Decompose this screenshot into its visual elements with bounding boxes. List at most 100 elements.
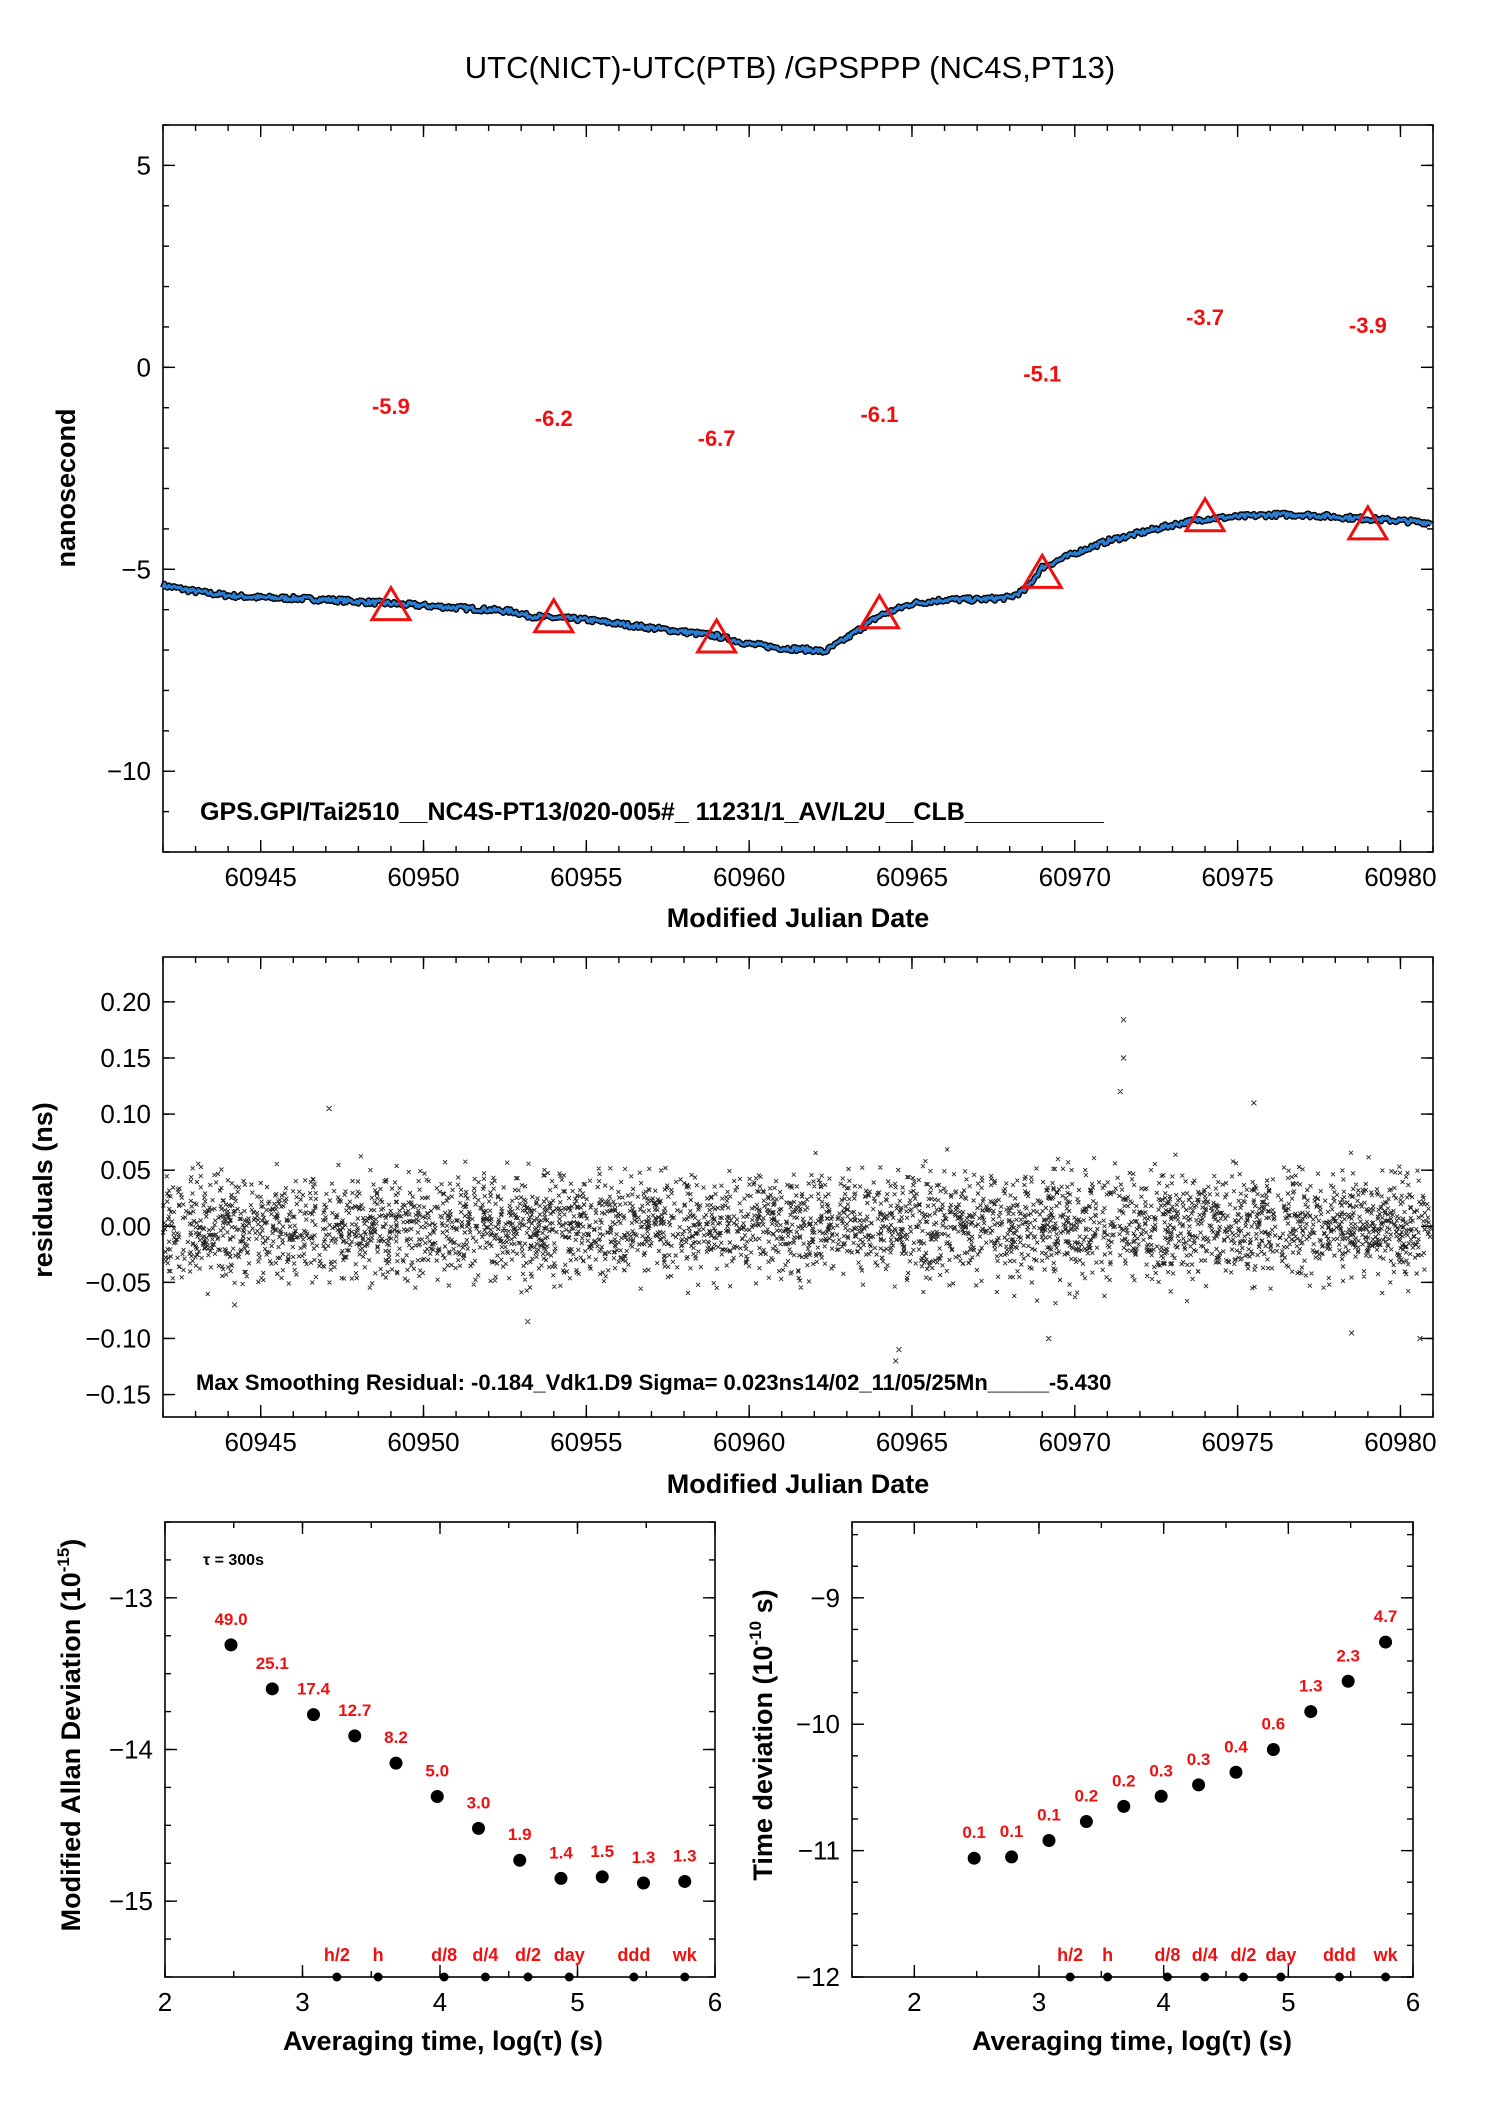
- mdev-point-label: 1.9: [508, 1825, 532, 1844]
- tdev-ytick-label: −11: [798, 1836, 840, 1866]
- mdev-ref-mark: [439, 1972, 449, 1982]
- tdev-point-label: 0.6: [1262, 1715, 1286, 1734]
- tdev-ref-mark: [1065, 1972, 1075, 1982]
- time-series-xtick-label: 60965: [876, 862, 948, 892]
- tdev-xtick-label: 4: [1156, 1987, 1170, 2017]
- figure-title: UTC(NICT)-UTC(PTB) /GPSPPP (NC4S,PT13): [465, 50, 1115, 85]
- mdev-point-label: 1.3: [632, 1848, 656, 1867]
- tdev-ref-label: d/8: [1154, 1945, 1180, 1965]
- mdev-xtick-label: 5: [570, 1987, 584, 2017]
- mdev-ref-mark: [332, 1972, 342, 1982]
- time-series-marker: [1346, 503, 1390, 541]
- mdev-ref-mark: [564, 1972, 574, 1982]
- time-series-marker-label: -6.7: [698, 426, 736, 451]
- tdev-ytick-label: −9: [810, 1583, 840, 1613]
- residuals-ytick-label: −0.10: [85, 1323, 151, 1353]
- residuals-xlabel: Modified Julian Date: [667, 1469, 930, 1499]
- tdev-ref-mark: [1276, 1972, 1286, 1982]
- mdev-ref-mark: [373, 1972, 383, 1982]
- residuals-ytick-label: −0.15: [85, 1380, 151, 1410]
- time-series-marker-label: -5.1: [1023, 361, 1061, 386]
- mdev-point-label: 5.0: [425, 1762, 449, 1781]
- mdev-point: [554, 1871, 568, 1885]
- tdev-point-label: 0.1: [1000, 1822, 1024, 1841]
- mdev-point: [307, 1708, 320, 1722]
- mdev-point-label: 1.3: [673, 1846, 697, 1865]
- residuals-annotation: Max Smoothing Residual: -0.184_Vdk1.D9 S…: [196, 1370, 1111, 1395]
- tdev-ref-label: d/2: [1230, 1945, 1256, 1965]
- tdev-point: [1379, 1635, 1393, 1649]
- mdev-ref-mark: [480, 1972, 490, 1982]
- mdev-ref-mark: [523, 1972, 533, 1982]
- tdev-ref-label: day: [1265, 1945, 1296, 1965]
- tdev-point: [1341, 1674, 1355, 1688]
- tdev-point: [1154, 1789, 1168, 1803]
- mdev-ytick-label: −14: [109, 1735, 153, 1765]
- tdev-xlabel: Averaging time, log(τ) (s): [972, 2026, 1292, 2056]
- mdev-xtick-label: 6: [708, 1987, 722, 2017]
- mdev-ylabel-close: ): [56, 1539, 86, 1548]
- tdev-ref-label: d/4: [1192, 1945, 1218, 1965]
- residuals-xtick-label: 60975: [1201, 1427, 1273, 1457]
- tdev-ylabel-exponent: -10: [746, 1621, 765, 1646]
- tdev-ylabel-text: Time deviation (10: [748, 1646, 778, 1881]
- mdev-ylabel: Modified Allan Deviation (10-15): [54, 1539, 86, 1932]
- time-series-xtick-label: 60960: [713, 862, 785, 892]
- time-series-panel: nanosecond Modified Julian Date GPS.GPI/…: [51, 124, 1437, 933]
- tdev-point-label: 0.1: [1037, 1806, 1061, 1825]
- mdev-ref-label: ddd: [617, 1945, 650, 1965]
- time-series-marker: [694, 617, 739, 654]
- tdev-point: [1005, 1850, 1019, 1864]
- mdev-point-label: 1.5: [590, 1842, 614, 1861]
- tdev-xtick-label: 5: [1281, 1987, 1295, 2017]
- mdev-point-label: 25.1: [256, 1654, 289, 1673]
- time-series-xlabel: Modified Julian Date: [667, 903, 930, 933]
- residuals-ytick-label: 0.00: [100, 1211, 151, 1241]
- tdev-panel: Time deviation (10-10 s) Averaging time,…: [746, 1521, 1420, 2056]
- mdev-ref-label: d/4: [472, 1945, 498, 1965]
- tdev-ylabel: Time deviation (10-10 s): [746, 1589, 778, 1880]
- tdev-point-label: 0.1: [962, 1823, 986, 1842]
- tdev-point-label: 0.3: [1187, 1750, 1211, 1769]
- mdev-point: [678, 1874, 692, 1888]
- residuals-xtick-label: 60980: [1364, 1427, 1436, 1457]
- time-series-ytick-label: 5: [137, 150, 151, 180]
- tdev-point: [1042, 1834, 1056, 1847]
- time-series-trace-edge: [160, 509, 1434, 656]
- mdev-ylabel-text: Modified Allan Deviation (10: [56, 1572, 86, 1931]
- mdev-point-label: 49.0: [214, 1610, 247, 1629]
- mdev-ytick-label: −15: [109, 1886, 153, 1916]
- mdev-point-label: 17.4: [297, 1680, 331, 1699]
- mdev-point: [637, 1876, 650, 1890]
- tdev-ylabel-close: s): [748, 1589, 778, 1621]
- residuals-xtick-label: 60970: [1039, 1427, 1111, 1457]
- tdev-point-label: 0.4: [1224, 1737, 1248, 1756]
- mdev-point-label: 1.4: [549, 1843, 573, 1862]
- tdev-ref-mark: [1381, 1972, 1391, 1982]
- tdev-ref-mark: [1334, 1972, 1344, 1982]
- tdev-ref-label: h: [1102, 1945, 1113, 1965]
- tdev-ref-mark: [1238, 1972, 1248, 1982]
- mdev-xlabel: Averaging time, log(τ) (s): [283, 2026, 603, 2056]
- tdev-point: [1079, 1815, 1093, 1829]
- tdev-xtick-label: 3: [1032, 1987, 1046, 2017]
- time-series-xtick-label: 60950: [387, 862, 459, 892]
- tdev-ytick-label: −12: [796, 1962, 840, 1992]
- time-series-xtick-label: 60955: [550, 862, 622, 892]
- tau0-note: τ = 300s: [203, 1552, 264, 1569]
- mdev-ytick-label: −13: [109, 1583, 153, 1613]
- mdev-ref-label: day: [554, 1945, 585, 1965]
- residuals-xtick-label: 60960: [713, 1427, 785, 1457]
- tdev-xtick-label: 6: [1406, 1987, 1420, 2017]
- tdev-xtick-label: 2: [907, 1987, 921, 2017]
- residuals-ytick-label: 0.20: [100, 987, 151, 1017]
- tdev-point-label: 0.2: [1075, 1787, 1099, 1806]
- mdev-point: [513, 1853, 527, 1867]
- time-series-ylabel: nanosecond: [51, 408, 81, 567]
- time-series-marker-label: -3.7: [1186, 305, 1224, 330]
- residuals-xtick-label: 60945: [225, 1427, 297, 1457]
- mdev-ref-label: h: [373, 1945, 384, 1965]
- mdev-frame: [164, 1521, 716, 1978]
- tdev-point-label: 2.3: [1336, 1646, 1360, 1665]
